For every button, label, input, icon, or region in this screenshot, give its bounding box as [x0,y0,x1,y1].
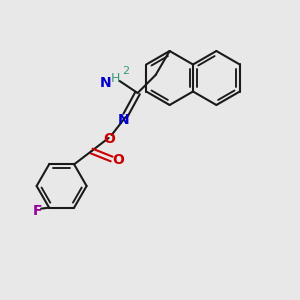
Text: O: O [113,153,124,167]
Text: N: N [118,113,129,127]
Text: 2: 2 [122,66,129,76]
Text: F: F [32,204,42,218]
Text: H: H [111,71,120,85]
Text: N: N [100,76,111,90]
Text: O: O [104,132,116,146]
